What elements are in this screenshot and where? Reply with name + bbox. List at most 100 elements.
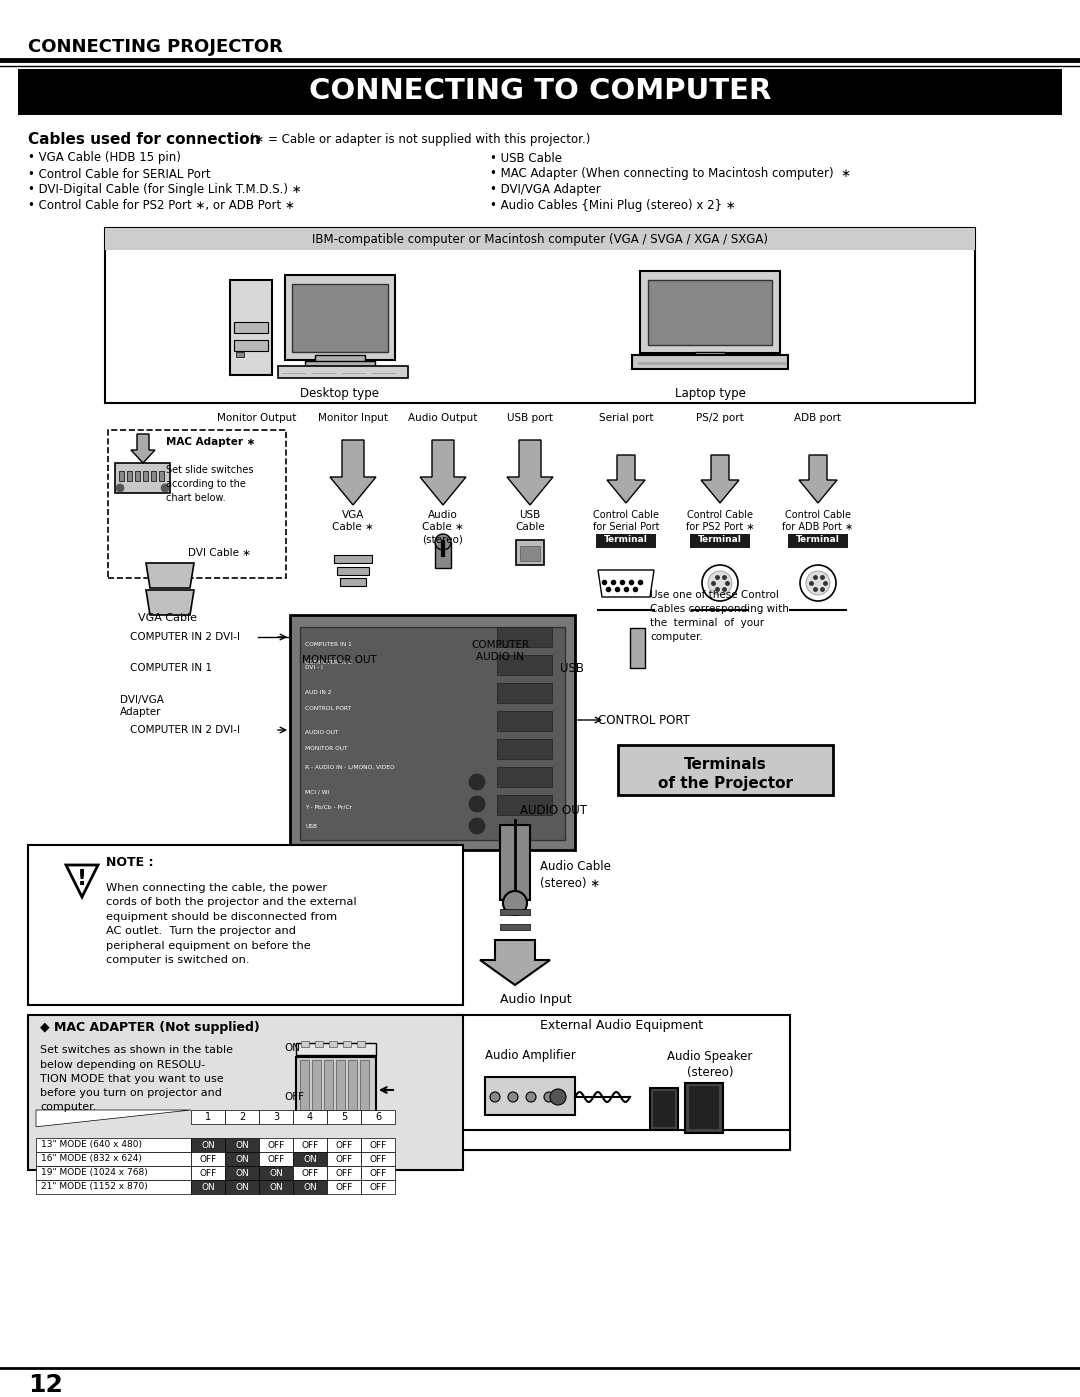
Bar <box>642 362 787 365</box>
Text: Audio Input: Audio Input <box>500 993 571 1006</box>
Bar <box>259 1166 293 1180</box>
Bar <box>500 923 530 930</box>
Text: OFF: OFF <box>284 1092 303 1102</box>
Text: OFF: OFF <box>268 1154 285 1164</box>
Text: OFF: OFF <box>369 1182 387 1192</box>
Text: Set switches as shown in the table: Set switches as shown in the table <box>40 1045 233 1055</box>
Text: COMPUTER IN 2 DVI-I: COMPUTER IN 2 DVI-I <box>130 631 240 643</box>
Polygon shape <box>66 865 98 897</box>
Text: ON: ON <box>235 1168 248 1178</box>
Circle shape <box>469 796 485 812</box>
Bar <box>191 1139 225 1153</box>
Polygon shape <box>234 440 280 504</box>
Text: Y - Pb/Cb - Pr/Cr: Y - Pb/Cb - Pr/Cr <box>305 805 352 809</box>
Bar <box>497 627 552 647</box>
Text: OFF: OFF <box>301 1140 319 1150</box>
Text: USB: USB <box>561 662 584 675</box>
Polygon shape <box>420 440 465 504</box>
Bar <box>28 1016 463 1171</box>
Bar <box>650 1088 678 1130</box>
Bar <box>296 1044 376 1055</box>
Bar <box>327 1153 361 1166</box>
Text: Audio Speaker
(stereo): Audio Speaker (stereo) <box>667 1051 753 1078</box>
Circle shape <box>708 571 732 595</box>
Text: OFF: OFF <box>369 1154 387 1164</box>
Bar <box>105 228 975 250</box>
Bar <box>259 1153 293 1166</box>
Bar <box>259 1180 293 1194</box>
Text: ◆ MAC ADAPTER (Not supplied): ◆ MAC ADAPTER (Not supplied) <box>40 1020 260 1034</box>
Bar <box>788 534 848 548</box>
Text: • USB Cable: • USB Cable <box>490 151 562 165</box>
Text: CONTROL PORT: CONTROL PORT <box>598 714 690 726</box>
Bar <box>640 271 780 353</box>
Bar <box>648 279 772 345</box>
Bar <box>225 1180 259 1194</box>
Bar <box>327 1139 361 1153</box>
Text: DVI/VGA
Adapter: DVI/VGA Adapter <box>120 694 164 717</box>
Polygon shape <box>131 434 156 462</box>
Bar <box>357 1041 365 1046</box>
Text: OFF: OFF <box>268 1140 285 1150</box>
Bar <box>340 578 366 585</box>
Bar <box>327 1180 361 1194</box>
Bar <box>685 1083 723 1133</box>
Bar <box>285 275 395 360</box>
Bar <box>300 627 565 840</box>
Bar <box>497 655 552 675</box>
Text: Control Cable
for Serial Port: Control Cable for Serial Port <box>593 510 659 532</box>
Text: ADB port: ADB port <box>795 414 841 423</box>
Bar <box>225 1139 259 1153</box>
Bar <box>292 284 388 352</box>
Text: USB port: USB port <box>507 414 553 423</box>
Text: OFF: OFF <box>336 1168 353 1178</box>
Text: AUD IN 2: AUD IN 2 <box>305 690 332 694</box>
Bar <box>114 462 170 493</box>
Text: Serial port: Serial port <box>598 414 653 423</box>
Bar <box>293 1111 327 1125</box>
Text: MCI / WI: MCI / WI <box>305 789 329 795</box>
Bar <box>259 1111 293 1125</box>
Bar <box>334 555 372 563</box>
Text: 5: 5 <box>341 1112 347 1122</box>
Text: DVI Cable ∗: DVI Cable ∗ <box>188 548 251 557</box>
Text: 13" MODE (640 x 480): 13" MODE (640 x 480) <box>41 1140 141 1150</box>
Bar <box>455 1016 789 1150</box>
Bar <box>234 339 268 351</box>
Bar <box>278 366 408 379</box>
Bar <box>361 1139 395 1153</box>
Bar <box>327 1166 361 1180</box>
Polygon shape <box>799 455 837 503</box>
Text: VGA Cable: VGA Cable <box>138 613 197 623</box>
Bar <box>159 471 164 481</box>
Bar <box>500 909 530 915</box>
Bar <box>336 1060 345 1111</box>
Bar <box>696 352 725 358</box>
Bar <box>337 567 369 576</box>
Bar <box>315 355 365 362</box>
Text: ON: ON <box>303 1182 316 1192</box>
Bar <box>455 1130 789 1150</box>
Text: ON: ON <box>269 1168 283 1178</box>
Polygon shape <box>330 440 376 504</box>
Text: Audio
Cable ∗
(stereo): Audio Cable ∗ (stereo) <box>422 510 464 545</box>
Bar <box>151 471 156 481</box>
Bar <box>36 1153 191 1166</box>
Text: USB: USB <box>305 824 318 830</box>
Circle shape <box>550 1090 566 1105</box>
Text: USB
Cable: USB Cable <box>515 510 545 532</box>
Text: 6: 6 <box>375 1112 381 1122</box>
Bar <box>105 228 975 402</box>
Bar <box>293 1153 327 1166</box>
Text: Cables used for connection: Cables used for connection <box>28 133 260 148</box>
Bar <box>516 541 544 564</box>
Bar <box>640 362 785 365</box>
Bar <box>301 1041 309 1046</box>
Bar <box>237 352 244 358</box>
Bar <box>127 471 132 481</box>
Polygon shape <box>36 1111 191 1127</box>
Circle shape <box>806 571 831 595</box>
Bar <box>293 1166 327 1180</box>
Bar <box>497 767 552 787</box>
Text: ON: ON <box>284 1044 300 1053</box>
